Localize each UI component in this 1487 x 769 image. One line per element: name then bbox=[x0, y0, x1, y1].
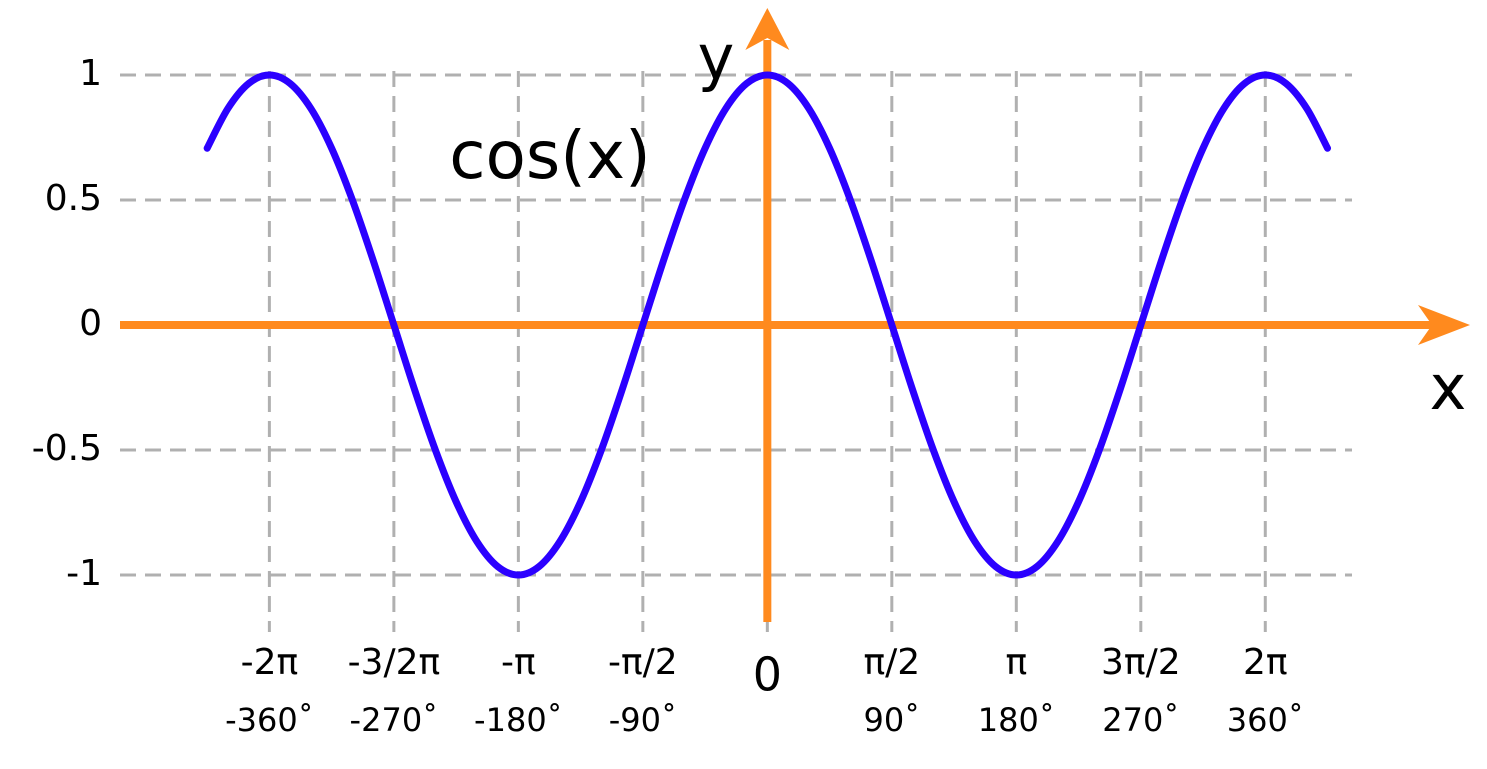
x-tick-degree-label: -360˚ bbox=[225, 701, 314, 739]
x-tick-label: 2π bbox=[1243, 642, 1288, 683]
x-tick-label: π bbox=[1005, 642, 1027, 683]
series-label: cos(x) bbox=[449, 117, 651, 194]
x-tick-degree-label: 360˚ bbox=[1227, 701, 1304, 739]
y-axis-arrow bbox=[745, 8, 790, 50]
y-tick-label: -0.5 bbox=[32, 428, 102, 469]
x-tick-label: 0 bbox=[753, 648, 782, 702]
x-tick-degree-label: -270˚ bbox=[350, 701, 439, 739]
x-tick-label: π/2 bbox=[863, 642, 920, 683]
x-tick-label: -3/2π bbox=[348, 642, 441, 683]
x-tick-degree-label: 90˚ bbox=[863, 701, 920, 739]
x-tick-degree-label: 180˚ bbox=[978, 701, 1055, 739]
line bbox=[203, 71, 1332, 579]
x-tick-label: -π/2 bbox=[608, 642, 678, 683]
y-axis-label: y bbox=[698, 21, 735, 94]
x-tick-degree-label: -90˚ bbox=[609, 701, 677, 739]
x-tick-label: 3π/2 bbox=[1101, 642, 1181, 683]
x-tick-label: -π bbox=[501, 642, 536, 683]
x-tick-degree-label: -180˚ bbox=[474, 701, 563, 739]
y-tick-label: -1 bbox=[66, 553, 102, 594]
x-tick-degree-label: 270˚ bbox=[1102, 701, 1179, 739]
x-tick-label: -2π bbox=[241, 642, 299, 683]
x-axis-arrow bbox=[1418, 305, 1470, 345]
y-tick-label: 0 bbox=[79, 303, 102, 344]
x-axis-label: x bbox=[1430, 351, 1467, 424]
y-tick-label: 0.5 bbox=[45, 178, 102, 219]
y-tick-label: 1 bbox=[79, 53, 102, 94]
